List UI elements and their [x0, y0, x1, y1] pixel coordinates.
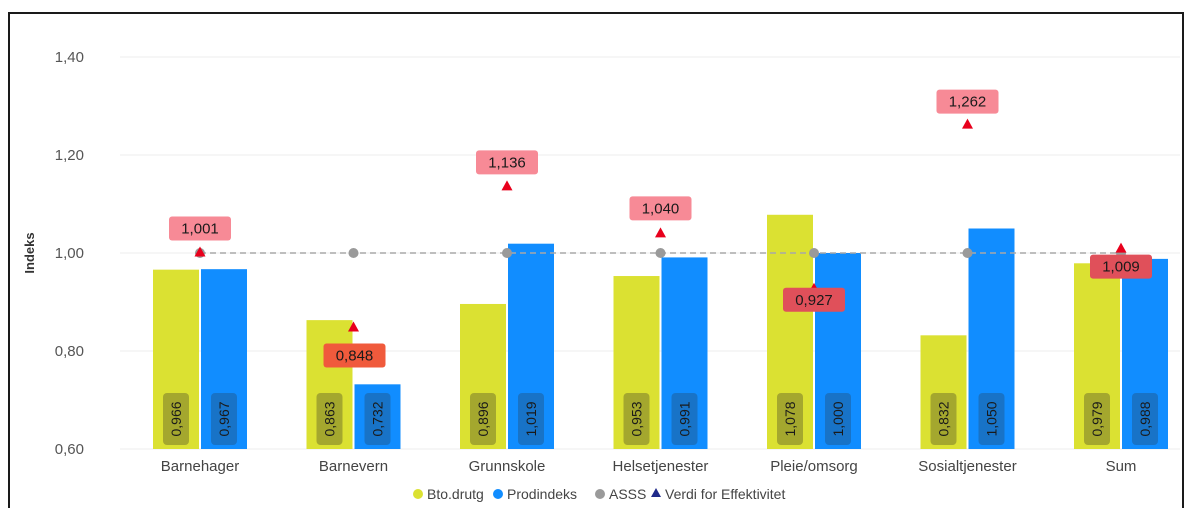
- value-label-box: [470, 393, 496, 445]
- asss-point: [962, 248, 973, 258]
- x-category-label: Pleie/omsorg: [770, 458, 858, 475]
- x-category-label: Helsetjenester: [613, 458, 709, 475]
- effektivitet-label-box: [169, 216, 231, 241]
- value-label-box: [364, 393, 391, 445]
- x-category-label: Barnehager: [161, 458, 239, 475]
- effektivitet-label: 1,262: [949, 94, 987, 111]
- value-label-bto-drutg: 0,863: [322, 401, 338, 436]
- y-tick-label: 1,20: [55, 147, 84, 164]
- effektivitet-marker: [194, 246, 206, 257]
- value-label-bto-drutg: 0,896: [475, 401, 491, 436]
- value-label-prodindeks: 0,988: [1137, 401, 1153, 436]
- value-label-box: [777, 393, 803, 445]
- legend-marker: [595, 489, 605, 499]
- x-category-label: Barnevern: [319, 458, 388, 475]
- legend-label: ASSS: [609, 486, 646, 502]
- x-category-label: Grunnskole: [469, 458, 546, 475]
- value-label-bto-drutg: 0,953: [629, 401, 645, 436]
- value-label-prodindeks: 0,732: [370, 401, 386, 436]
- value-label-box: [930, 393, 957, 445]
- legend-marker: [493, 489, 503, 499]
- y-tick-label: 0,60: [55, 441, 84, 458]
- effektivitet-label-box: [476, 150, 538, 175]
- effektivitet-marker: [962, 118, 973, 129]
- value-label-prodindeks: 1,050: [984, 401, 1000, 436]
- asss-point: [348, 248, 359, 258]
- legend-label: Prodindeks: [507, 486, 577, 502]
- effektivitet-label-box: [936, 89, 999, 114]
- asss-point: [809, 248, 819, 258]
- value-label-bto-drutg: 0,979: [1089, 401, 1105, 436]
- value-label-bto-drutg: 0,832: [936, 401, 952, 436]
- x-category-label: Sum: [1106, 458, 1137, 475]
- value-label-box: [211, 393, 237, 445]
- effektivitet-label: 0,927: [795, 292, 833, 309]
- value-label-prodindeks: 1,019: [523, 401, 539, 436]
- legend-marker: [413, 489, 423, 499]
- value-label-box: [316, 393, 343, 445]
- effektivitet-label-box: [629, 196, 692, 221]
- value-label-box: [1132, 393, 1158, 445]
- value-label-prodindeks: 0,967: [216, 401, 232, 436]
- legend-marker: [651, 488, 661, 497]
- legend-label: Bto.drutg: [427, 486, 484, 502]
- value-label-prodindeks: 1,000: [830, 401, 846, 436]
- y-axis-label: Indeks: [22, 232, 37, 273]
- effektivitet-label: 1,009: [1102, 259, 1140, 276]
- value-label-box: [518, 393, 544, 445]
- value-label-box: [671, 393, 698, 445]
- effektivitet-label: 1,001: [181, 221, 219, 238]
- value-label-bto-drutg: 0,966: [168, 401, 184, 436]
- y-tick-label: 1,00: [55, 245, 84, 262]
- value-label-bto-drutg: 1,078: [782, 401, 798, 436]
- effektivitet-marker: [1115, 242, 1127, 253]
- effektivitet-label-box: [1090, 254, 1152, 279]
- y-tick-label: 1,40: [55, 49, 84, 66]
- effektivitet-label: 0,848: [336, 347, 374, 364]
- x-category-label: Sosialtjenester: [918, 458, 1016, 475]
- effektivitet-label-box: [783, 287, 845, 312]
- asss-point: [655, 248, 666, 258]
- effektivitet-label: 1,136: [488, 154, 526, 171]
- effektivitet-marker: [655, 227, 666, 238]
- value-label-box: [623, 393, 650, 445]
- legend-label: Verdi for Effektivitet: [665, 486, 785, 502]
- y-tick-label: 0,80: [55, 343, 84, 360]
- chart-frame: [8, 12, 1184, 508]
- value-label-box: [1084, 393, 1110, 445]
- value-label-prodindeks: 0,991: [677, 401, 693, 436]
- asss-point: [502, 248, 512, 258]
- value-label-box: [978, 393, 1005, 445]
- effektivitet-marker: [348, 321, 359, 332]
- effektivitet-marker: [501, 180, 513, 191]
- value-label-box: [825, 393, 851, 445]
- effektivitet-label: 1,040: [642, 200, 680, 217]
- effektivitet-label-box: [323, 343, 386, 368]
- value-label-box: [163, 393, 189, 445]
